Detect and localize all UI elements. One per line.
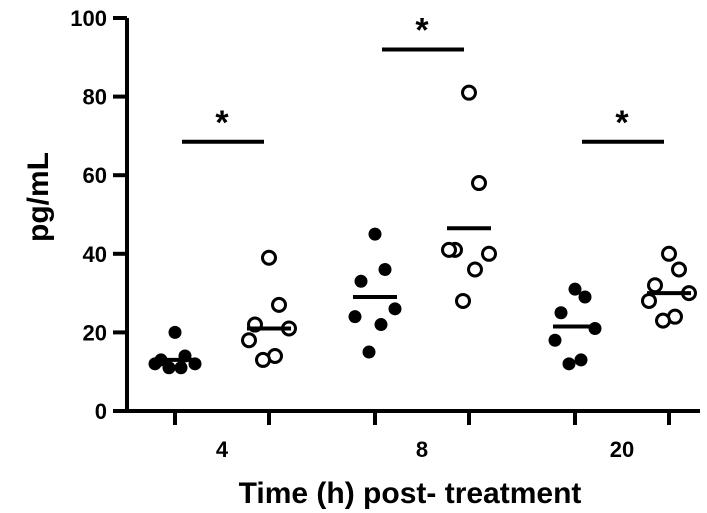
data-point-filled bbox=[348, 310, 362, 324]
data-point-open bbox=[655, 312, 671, 329]
x-tick-label: 4 bbox=[216, 437, 229, 462]
data-point-filled bbox=[362, 345, 376, 359]
data-point-open bbox=[671, 261, 687, 278]
plot-area: * * * bbox=[148, 11, 697, 375]
data-point-filled bbox=[554, 306, 568, 320]
data-point-filled bbox=[548, 333, 562, 347]
y-tick-label: 20 bbox=[83, 320, 107, 345]
significance-label: * bbox=[615, 104, 629, 142]
data-point-filled bbox=[388, 302, 402, 316]
data-point-filled bbox=[574, 353, 588, 367]
data-point-filled bbox=[568, 282, 582, 296]
data-point-open bbox=[455, 292, 471, 309]
data-point-filled bbox=[562, 357, 576, 371]
axes: 0 20 40 60 80 100 4 8 20 bbox=[70, 6, 700, 462]
data-point-open bbox=[641, 292, 657, 309]
data-point-filled bbox=[378, 263, 392, 277]
data-point-filled bbox=[368, 227, 382, 241]
data-point-filled bbox=[162, 361, 176, 375]
y-tick-label: 60 bbox=[83, 163, 107, 188]
data-point-open bbox=[661, 245, 677, 262]
data-point-filled bbox=[578, 290, 592, 304]
data-point-open bbox=[461, 84, 477, 101]
data-point-open bbox=[261, 249, 277, 266]
x-axis-title: Time (h) post- treatment bbox=[239, 477, 582, 510]
x-tick-label: 20 bbox=[610, 437, 634, 462]
x-tick-label: 8 bbox=[416, 437, 428, 462]
y-tick-label: 40 bbox=[83, 242, 107, 267]
data-point-filled bbox=[174, 361, 188, 375]
significance-label: * bbox=[215, 104, 229, 142]
y-tick-label: 80 bbox=[83, 85, 107, 110]
y-axis-title: pg/mL bbox=[22, 152, 55, 242]
data-point-filled bbox=[374, 318, 388, 332]
data-point-filled bbox=[354, 274, 368, 288]
significance-label: * bbox=[415, 11, 429, 49]
data-point-open bbox=[481, 245, 497, 262]
data-point-open bbox=[441, 241, 457, 258]
data-point-filled bbox=[168, 325, 182, 339]
data-point-open bbox=[241, 332, 257, 349]
data-point-open bbox=[647, 277, 663, 294]
data-point-open bbox=[255, 351, 271, 368]
data-point-open bbox=[471, 175, 487, 192]
y-tick-label: 0 bbox=[95, 399, 107, 424]
data-point-open bbox=[467, 261, 483, 278]
y-tick-label: 100 bbox=[70, 6, 107, 31]
data-point-open bbox=[271, 296, 287, 313]
